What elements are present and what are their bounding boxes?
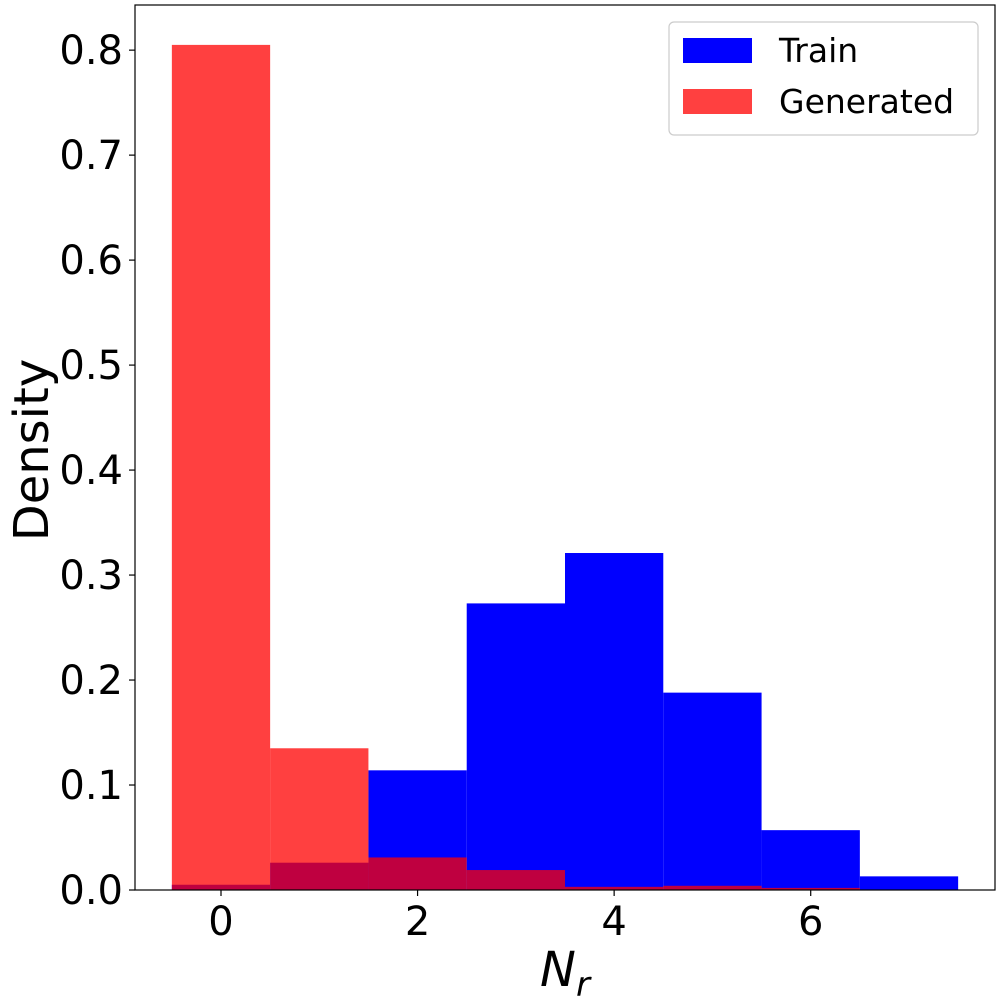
y-axis-title: Density [4,359,60,541]
legend: Train Generated [668,21,979,136]
y-tick-label: 0.1 [59,763,123,809]
bars-layer [171,44,959,890]
bar-train-3 [466,603,565,890]
bar-generated-2 [368,857,467,890]
legend-label-generated: Generated [779,82,954,121]
y-tick-label: 0.7 [59,133,123,179]
x-axis-title-subscript: r [576,965,592,1000]
bar-train-6 [761,830,860,890]
bar-train-4 [565,553,664,890]
y-tick-label: 0.2 [59,658,123,704]
bar-generated-1 [270,748,369,890]
y-tick-label: 0.0 [59,868,123,914]
x-axis-title-main: N [540,942,576,998]
legend-label-train: Train [778,31,858,70]
bar-generated-3 [466,870,565,890]
y-tick-label: 0.5 [59,343,123,389]
y-tick-label: 0.4 [59,448,123,494]
bar-generated-6 [761,887,860,890]
x-tick-label: 6 [798,899,823,945]
bar-generated-5 [663,885,762,890]
bar-train-7 [859,876,959,890]
y-tick-label: 0.6 [59,238,123,284]
x-tick-label: 4 [601,899,626,945]
legend-swatch-train [683,38,752,63]
x-tick-label: 2 [405,899,430,945]
plot-frame [134,4,996,891]
x-tick-label: 0 [208,899,233,945]
bar-generated-0 [171,44,271,890]
bar-train-5 [663,692,762,890]
y-tick-label: 0.8 [59,28,123,74]
y-axis-ticks: 0.0 0.1 0.2 0.3 0.4 0.5 0.6 0.7 0.8 [59,28,135,914]
x-axis-ticks: 0 2 4 6 [208,890,823,945]
x-axis-title: Nr [540,942,592,1000]
bar-generated-4 [565,886,664,890]
y-tick-label: 0.3 [59,553,123,599]
legend-swatch-generated [683,89,752,114]
